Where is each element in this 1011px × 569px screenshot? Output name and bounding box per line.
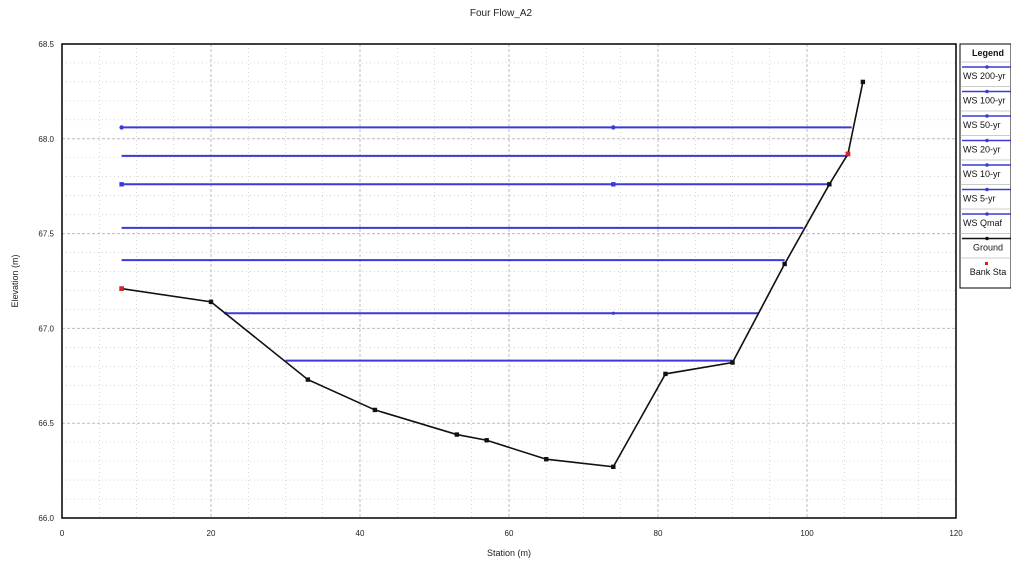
chart-title: Four Flow_A2 (470, 8, 533, 19)
legend-swatch-marker (985, 163, 989, 167)
y-axis-label: Elevation (m) (10, 254, 20, 307)
y-tick-label: 66.5 (38, 419, 54, 428)
ground-point (454, 432, 460, 437)
ground-point (782, 261, 787, 267)
legend-label: WS 20-yr (963, 145, 1001, 155)
ground-point (305, 377, 311, 382)
ground-point (730, 360, 735, 365)
water-surface-marker (611, 182, 616, 187)
legend-swatch-marker (985, 114, 989, 118)
water-surface-marker (119, 125, 124, 130)
plot-frame (61, 43, 957, 519)
x-axis-label: Station (m) (487, 548, 531, 558)
legend-label: Ground (973, 243, 1003, 253)
legend-label: WS 200-yr (963, 71, 1006, 81)
x-tick-label: 40 (356, 529, 365, 538)
ground-point (208, 299, 214, 305)
ground-point (611, 464, 616, 470)
legend-title: Legend (972, 48, 1004, 58)
y-tick-label: 68.0 (38, 135, 54, 144)
x-tick-label: 80 (654, 529, 663, 538)
water-surface-marker (611, 125, 616, 130)
ground-point (372, 407, 378, 413)
legend-swatch-marker (985, 212, 989, 216)
legend-swatch (985, 262, 988, 265)
ground-point (663, 371, 668, 377)
ground-point (827, 182, 832, 187)
ground-point (484, 438, 489, 443)
legend-label: WS Qmaf (963, 218, 1003, 228)
x-tick-label: 60 (505, 529, 514, 538)
bank-station-marker (845, 151, 851, 157)
x-tick-label: 120 (949, 529, 963, 538)
y-tick-label: 68.5 (38, 40, 54, 49)
ground-point (860, 79, 866, 85)
y-tick-label: 67.0 (38, 324, 54, 333)
legend-swatch-marker (985, 138, 989, 143)
y-tick-label: 67.5 (38, 230, 54, 239)
legend-swatch-marker (985, 65, 989, 69)
legend-label: Bank Sta (970, 267, 1007, 277)
series-layer (119, 79, 866, 470)
legend-swatch-marker (985, 236, 989, 241)
legend: Legend WS 200-yr WS 100-yr WS 50-yr WS 20-y… (959, 43, 1011, 289)
tick-layer: 0 20 40 60 80 100 120 66.0 66.5 67.0 67.5 68.0 68.5 (38, 40, 963, 538)
legend-box (959, 43, 1011, 289)
ground-line (121, 81, 864, 468)
legend-label: WS 50-yr (963, 120, 1001, 130)
water-surface-marker (611, 311, 615, 315)
legend-swatch-marker (985, 89, 989, 94)
legend-label: WS 5-yr (963, 194, 996, 204)
legend-items: WS 200-yr WS 100-yr WS 50-yr WS 20-yr WS 10-… (960, 61, 1011, 277)
ground-point (544, 457, 549, 462)
bank-station-marker (119, 286, 124, 291)
legend-label: WS 100-yr (963, 96, 1006, 106)
y-tick-label: 66.0 (38, 514, 54, 523)
legend-label: WS 10-yr (963, 169, 1001, 179)
x-tick-label: 20 (207, 529, 216, 538)
legend-swatch-marker (985, 187, 989, 192)
x-tick-label: 100 (800, 529, 814, 538)
water-surface-marker (119, 182, 124, 187)
x-tick-label: 0 (60, 529, 65, 538)
